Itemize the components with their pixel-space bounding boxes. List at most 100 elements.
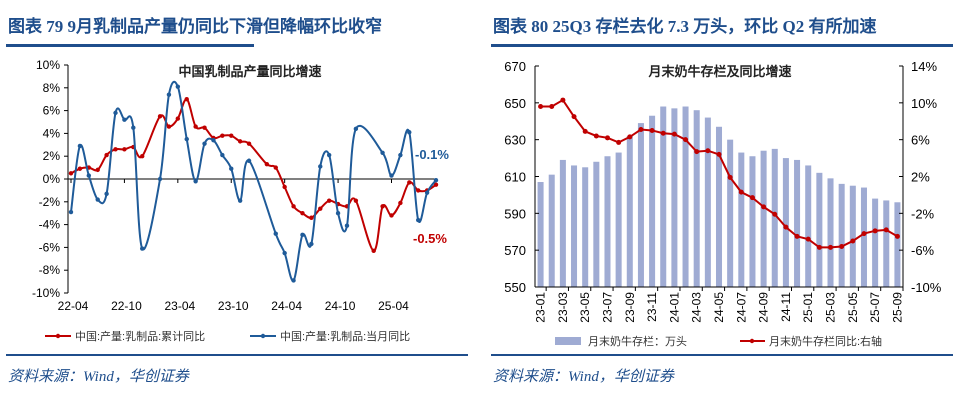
herd-bar <box>693 110 700 287</box>
left-axis-tick-label: 630 <box>504 133 526 148</box>
left-data-point-cumulative <box>246 141 252 146</box>
left-data-point-cumulative <box>415 188 421 193</box>
herd-yoy-point <box>816 244 822 250</box>
right-axis-tick-label: 10% <box>911 96 937 111</box>
left-data-point-cumulative <box>77 166 83 171</box>
left-data-point-monthly <box>344 223 350 228</box>
left-data-point-monthly <box>220 152 225 158</box>
left-y-tick-label: -4% <box>39 218 61 232</box>
herd-bar <box>548 174 555 287</box>
herd-bar <box>883 200 890 287</box>
annotation-monthly-latest: -0.1% <box>415 147 449 162</box>
herd-yoy-point <box>571 114 577 120</box>
herd-yoy-point <box>582 128 588 134</box>
left-data-point-cumulative <box>157 114 163 119</box>
left-data-point-cumulative <box>122 147 127 152</box>
right-x-tick-label: 25-03 <box>824 292 838 323</box>
left-y-tick-label: -6% <box>39 240 61 254</box>
right-x-tick-label: 23-07 <box>600 292 614 323</box>
right-header-rule <box>491 44 953 47</box>
right-x-tick-label: 25-05 <box>846 292 860 323</box>
herd-bar <box>760 150 767 287</box>
left-data-point-monthly <box>113 110 118 116</box>
herd-bar <box>571 165 578 287</box>
left-data-point-monthly <box>157 176 163 182</box>
left-series-line-cumulative <box>70 98 437 252</box>
left-y-tick-label: 4% <box>43 126 61 140</box>
herd-yoy-point <box>828 244 834 250</box>
legend-marker-monthly <box>260 333 266 339</box>
left-data-point-cumulative <box>202 125 207 130</box>
left-data-point-cumulative <box>193 124 198 129</box>
left-data-point-monthly <box>415 217 421 223</box>
left-data-point-cumulative <box>398 200 403 206</box>
left-data-point-monthly <box>309 241 314 247</box>
herd-yoy-point <box>683 137 689 143</box>
left-data-point-monthly <box>175 84 181 89</box>
right-axis-tick-label: 6% <box>911 133 930 148</box>
herd-bar <box>615 152 622 287</box>
herd-bar <box>749 156 756 287</box>
herd-yoy-point <box>738 189 744 195</box>
left-y-tick-label: 2% <box>43 149 61 163</box>
herd-bar <box>537 182 544 287</box>
legend-label-cumulative: 中国:产量:乳制品:累计同比 <box>75 329 205 343</box>
left-data-point-cumulative <box>389 213 394 218</box>
left-data-point-monthly <box>104 191 109 197</box>
left-data-point-cumulative <box>300 211 305 216</box>
left-chart-title: 中国乳制品产量同比增速 <box>178 64 321 79</box>
herd-yoy-point <box>604 135 610 141</box>
left-data-point-cumulative <box>282 184 287 190</box>
left-data-point-monthly <box>398 152 403 158</box>
left-data-point-cumulative <box>371 248 376 254</box>
left-data-point-monthly <box>335 211 341 216</box>
left-axis-tick-label: 670 <box>504 59 526 74</box>
left-data-point-monthly <box>202 141 207 146</box>
herd-bar <box>727 139 734 287</box>
herd-yoy-point <box>593 133 599 139</box>
herd-bar <box>794 159 801 287</box>
left-axis-tick-label: 550 <box>504 280 526 295</box>
left-data-point-monthly <box>318 164 323 169</box>
left-data-point-cumulative <box>273 165 278 170</box>
right-x-tick-label: 23-11 <box>645 292 659 322</box>
left-data-point-cumulative <box>113 147 118 152</box>
herd-yoy-point <box>694 149 700 155</box>
herd-yoy-point <box>772 211 778 217</box>
herd-yoy-point <box>549 104 555 110</box>
left-x-tick-label: 24-10 <box>325 299 356 313</box>
right-axis-tick-label: 14% <box>911 59 937 74</box>
left-data-point-cumulative <box>353 198 359 203</box>
annotation-cumulative-latest: -0.5% <box>413 231 447 246</box>
left-data-point-cumulative <box>318 206 323 211</box>
herd-bar <box>604 156 611 287</box>
left-data-point-monthly <box>246 158 252 163</box>
legend-marker-herd-yoy <box>749 338 755 344</box>
left-data-point-cumulative <box>407 180 412 185</box>
herd-yoy-point <box>638 127 644 133</box>
left-data-point-monthly <box>131 125 136 130</box>
left-data-point-monthly <box>291 278 296 283</box>
right-x-tick-label: 24-01 <box>667 292 681 323</box>
herd-bar <box>671 108 678 287</box>
herd-bar <box>827 178 834 287</box>
herd-bar <box>838 183 845 287</box>
right-x-tick-label: 23-03 <box>556 292 570 323</box>
left-x-tick-label: 24-04 <box>271 299 302 313</box>
herd-yoy-point <box>560 97 566 103</box>
herd-yoy-point <box>749 195 755 201</box>
left-y-tick-label: -2% <box>39 195 61 209</box>
herd-yoy-point <box>783 224 789 230</box>
left-y-tick-label: 8% <box>43 81 61 95</box>
left-data-point-cumulative <box>291 204 296 209</box>
left-data-point-cumulative <box>326 198 332 203</box>
herd-bar <box>593 161 600 287</box>
left-x-tick-label: 22-04 <box>58 299 89 313</box>
herd-yoy-point <box>839 243 845 249</box>
left-data-point-monthly <box>95 197 100 202</box>
herd-bar <box>637 123 644 287</box>
herd-bar <box>715 126 723 288</box>
left-figure-header: 图表 79 9月乳制品产量仍同比下滑但降幅环比收窄 <box>8 17 382 36</box>
left-source-note: 资料来源：Wind，华创证券 <box>8 369 189 385</box>
